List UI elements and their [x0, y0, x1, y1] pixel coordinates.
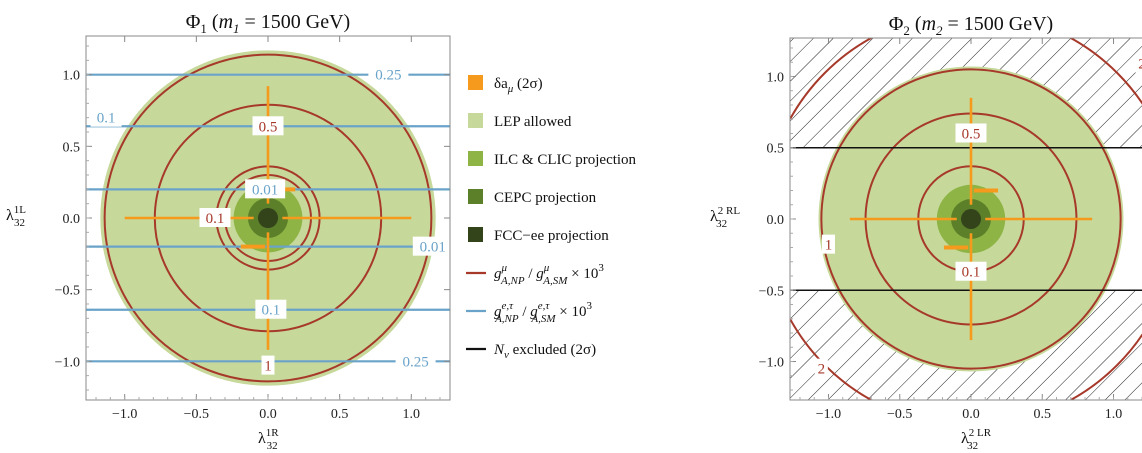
- x-tick-label: 0.0: [259, 407, 277, 422]
- contour-label-bg: [255, 299, 287, 319]
- red-contour-label: 2: [818, 362, 826, 378]
- contour-label-bg: [245, 179, 286, 199]
- y-tick-label: −1.0: [759, 356, 784, 371]
- plot-title: Φ2 (m2 = 1500 GeV): [889, 13, 1053, 38]
- legend-swatch: [468, 189, 483, 204]
- legend-swatch: [468, 113, 483, 128]
- y-axis-label: λ2 RL 32: [710, 205, 740, 230]
- legend-swatch: [468, 151, 483, 166]
- contour-label-bg: [814, 358, 828, 378]
- plot-panel-phi1: 1 0.5 0.1 0.25 0.01 0.01 0.1 0.25 0.1 −1.0 −0.5 0.0…: [6, 11, 451, 452]
- legend-item: FCC−ee projection: [468, 227, 609, 244]
- legend-item: LEP allowed: [468, 113, 572, 130]
- red-contour-label: 2: [1138, 57, 1142, 73]
- contour-label-bg: [261, 355, 275, 375]
- red-contour-label: 0.1: [206, 211, 225, 227]
- legend-item: ge,τ A,NP / ge,τ A,SM × 103: [466, 300, 592, 325]
- red-contour-label: 0.5: [259, 119, 278, 135]
- legend-item: δaμ (2σ): [468, 75, 543, 95]
- red-contour-label: 0.1: [962, 265, 981, 281]
- contour-label-bg: [821, 234, 835, 254]
- x-tick-label: −0.5: [184, 407, 209, 422]
- blue-contour-label: 0.25: [402, 354, 428, 370]
- red-contour: [103, 53, 433, 383]
- plot-area: 1 0.5 0.1 0.25 0.01 0.01 0.1 0.25 0.1: [86, 50, 450, 386]
- x-tick-label: −1.0: [112, 407, 137, 422]
- y-tick-label: 0.5: [767, 142, 785, 157]
- contour-label-bg: [90, 107, 122, 127]
- legend-item: Nν excluded (2σ): [466, 342, 596, 361]
- contour-label-bg: [395, 351, 436, 371]
- y-tick-label: −1.0: [55, 355, 80, 370]
- red-contour-label: 0.5: [962, 126, 981, 142]
- y-tick-label: −0.5: [55, 284, 80, 299]
- legend-label: δaμ (2σ): [494, 76, 543, 95]
- x-tick-label: −0.5: [887, 407, 912, 422]
- blue-contour-label: 0.25: [375, 68, 401, 84]
- red-contour-label: 1: [264, 359, 272, 375]
- contour-label-bg: [412, 236, 450, 256]
- legend-swatch: [468, 227, 483, 242]
- blue-contour-label: 0.01: [420, 240, 446, 256]
- y-tick-label: 1.0: [63, 69, 81, 84]
- x-tick-label: 1.0: [1105, 407, 1123, 422]
- x-tick-label: −1.0: [816, 407, 841, 422]
- x-tick-label: 0.5: [331, 407, 349, 422]
- x-axis-label: λ2 LR 32: [961, 427, 992, 452]
- legend-label: FCC−ee projection: [494, 228, 609, 244]
- region-fcc-ee-projection: [961, 209, 981, 229]
- y-axis-label: λ1L 32: [6, 204, 26, 229]
- plot-area: 1 0.5 0.1 2 2: [790, 38, 1142, 400]
- contour-label-bg: [955, 123, 987, 143]
- y-tick-label: −0.5: [759, 284, 784, 299]
- plot-title: Φ1 (m1 = 1500 GeV): [186, 11, 350, 36]
- y-tick-label: 0.5: [63, 140, 81, 155]
- red-contour-label: 1: [825, 238, 833, 254]
- y-tick-label: 0.0: [767, 213, 785, 228]
- blue-contour-label: 0.01: [252, 182, 278, 198]
- legend-item: ILC & CLIC projection: [468, 151, 637, 168]
- legend-swatch: [468, 75, 483, 90]
- region-fcc-ee-projection: [257, 207, 279, 229]
- blue-contour-label: 0.1: [97, 111, 116, 127]
- red-contour: [820, 68, 1122, 370]
- x-tick-label: 1.0: [403, 407, 421, 422]
- contour-label-bg: [955, 261, 987, 281]
- legend-label: CEPC projection: [494, 190, 597, 206]
- y-tick-label: 0.0: [63, 212, 81, 227]
- contour-label-bg: [368, 64, 409, 84]
- x-axis-label: λ1R 32: [258, 427, 279, 452]
- contour-label-bg: [252, 116, 284, 136]
- x-tick-label: 0.0: [962, 407, 980, 422]
- contour-label-bg: [199, 208, 231, 227]
- plot-panel-phi2: 1 0.5 0.1 2 2 −1.0 −0.5 0.0 0.5 1.0 −1.0 −0.5 0.0 0.5…: [710, 13, 1142, 452]
- legend-label: ILC & CLIC projection: [494, 152, 637, 168]
- blue-contour-label: 0.1: [261, 303, 280, 319]
- legend-label: LEP allowed: [494, 114, 572, 130]
- x-tick-label: 0.5: [1034, 407, 1052, 422]
- legend-label: gμ A,NP / gμ A,SM × 103: [494, 262, 604, 287]
- legend-label: Nν excluded (2σ): [493, 342, 596, 361]
- y-tick-label: 1.0: [767, 70, 785, 85]
- legend-item: gμ A,NP / gμ A,SM × 103: [466, 262, 604, 287]
- legend-label: ge,τ A,NP / ge,τ A,SM × 103: [494, 300, 592, 325]
- contour-label-bg: [1135, 53, 1142, 73]
- legend-item: CEPC projection: [468, 189, 597, 206]
- legend: δaμ (2σ) LEP allowed ILC & CLIC projection…: [466, 75, 637, 361]
